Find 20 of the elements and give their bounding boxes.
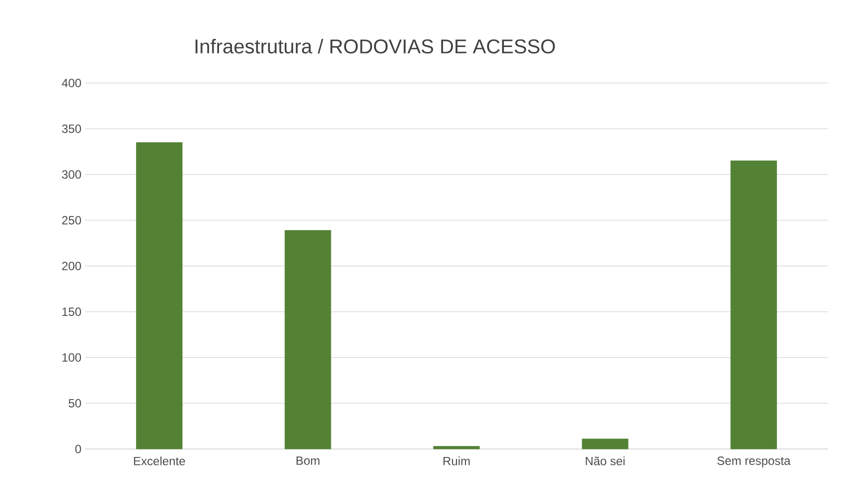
y-tick-label: 150 [62, 308, 82, 316]
y-tick-label: 300 [62, 170, 82, 179]
y-tick-label: 0 [75, 444, 82, 454]
y-tick-label: 100 [62, 353, 82, 362]
y-tick-label: 400 [62, 78, 82, 88]
x-tick-label: Não sei [586, 456, 625, 466]
bar [284, 230, 332, 450]
x-tick-label: Bom [296, 456, 320, 465]
bar [582, 438, 628, 450]
x-tick-label: Ruim [444, 456, 470, 466]
y-tick-label: 200 [62, 262, 82, 270]
chart-title: Infraestrutura / RODOVIAS DE ACESSO [196, 38, 555, 54]
bar [136, 142, 182, 450]
x-tick-label: Excelente [134, 456, 186, 466]
bar [730, 160, 777, 450]
y-tick-label: 50 [68, 399, 82, 408]
y-tick-label: 350 [62, 124, 82, 133]
x-tick-label: Sem resposta [717, 456, 791, 468]
y-tick-label: 250 [62, 216, 82, 224]
bar [433, 446, 480, 450]
